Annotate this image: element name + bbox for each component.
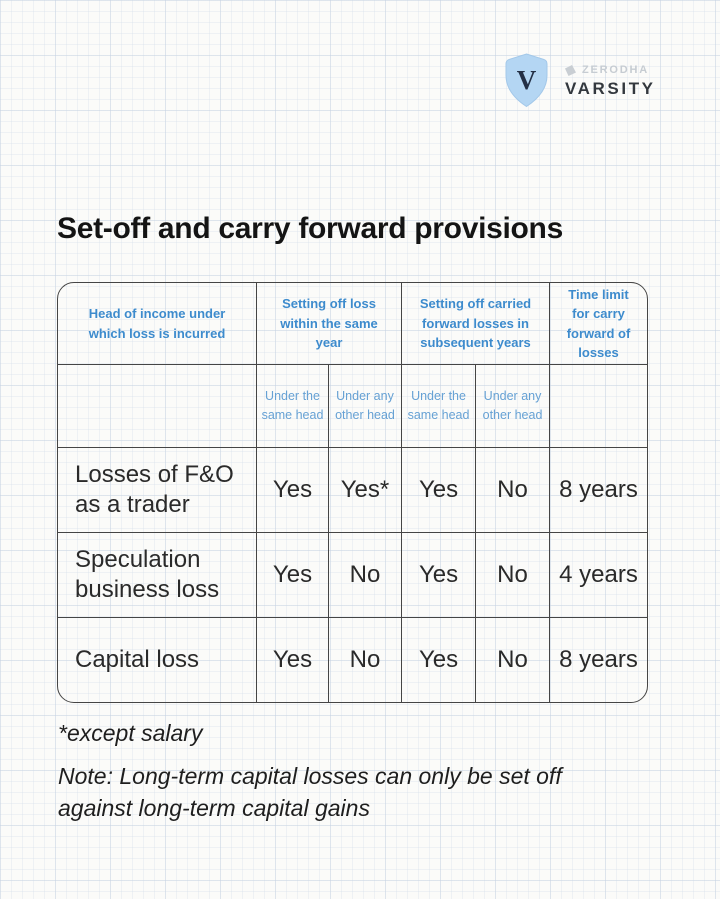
cell: 8 years xyxy=(550,448,647,533)
header-row: Head of income under which loss is incur… xyxy=(58,283,647,365)
cell: Yes xyxy=(257,448,329,533)
cell: 8 years xyxy=(559,646,638,673)
footnote-except-salary: *except salary xyxy=(58,720,203,746)
subheader-same-head-1: Under the same head xyxy=(257,365,329,448)
header-time-limit: Time limit for carry forward of losses xyxy=(550,283,647,365)
product-name: VARSITY xyxy=(565,79,656,98)
cell: Yes xyxy=(257,618,329,702)
footnote-long-term-note: Note: Long-term capital losses can only … xyxy=(58,763,562,822)
shield-icon: V xyxy=(505,53,548,108)
cell: No xyxy=(476,448,551,533)
page-title: Set-off and carry forward provisions xyxy=(57,212,563,245)
row-label: Capital loss xyxy=(58,618,257,702)
cell: Yes xyxy=(402,533,477,618)
logo-text: ZERODHA VARSITY xyxy=(565,62,656,99)
subheader-other-head-2: Under any other head xyxy=(476,365,551,448)
cell: Yes xyxy=(257,533,329,618)
brand-row: ZERODHA xyxy=(565,64,656,76)
cell: No xyxy=(329,533,403,618)
subheader-spacer xyxy=(58,365,257,448)
header-carried-forward: Setting off carried forward losses in su… xyxy=(402,283,551,365)
table-row-fo-losses: Losses of F&O as a trader Yes Yes* Yes N… xyxy=(58,448,647,533)
header-income-head: Head of income under which loss is incur… xyxy=(58,283,257,365)
kite-icon xyxy=(565,64,576,76)
cell: 4 years xyxy=(550,533,647,618)
cell: Yes xyxy=(402,448,477,533)
subheader-same-head-2: Under the same head xyxy=(402,365,477,448)
table-row-speculation: Speculation business loss Yes No Yes No … xyxy=(58,533,647,618)
varsity-logo: V ZERODHA VARSITY xyxy=(503,52,656,109)
row-label: Speculation business loss xyxy=(58,533,257,618)
subheader-spacer xyxy=(550,365,647,448)
provisions-table: Head of income under which loss is incur… xyxy=(57,282,648,703)
cell: Yes xyxy=(402,618,477,702)
brand-name: ZERODHA xyxy=(582,64,649,76)
subheader-row: Under the same head Under any other head… xyxy=(58,365,647,448)
row-label: Losses of F&O as a trader xyxy=(58,448,257,533)
cell: No xyxy=(476,618,551,702)
shield-letter: V xyxy=(517,65,537,95)
cell: Yes* xyxy=(329,448,403,533)
cell: No xyxy=(476,533,551,618)
header-setoff-same-year: Setting off loss within the same year xyxy=(257,283,403,365)
provisions-table-grid: Head of income under which loss is incur… xyxy=(58,283,647,702)
cell: No xyxy=(329,618,403,702)
subheader-other-head-1: Under any other head xyxy=(329,365,403,448)
table-row-capital-loss: Capital loss Yes No Yes No 8 years xyxy=(58,618,647,702)
